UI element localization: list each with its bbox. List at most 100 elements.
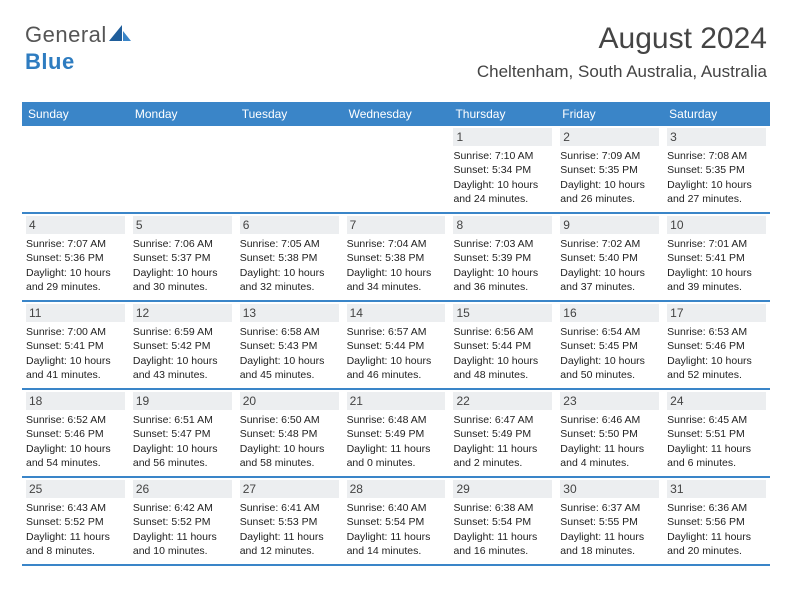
- daylight-line-2: and 46 minutes.: [347, 368, 446, 382]
- day-number: 27: [240, 480, 339, 498]
- month-title: August 2024: [477, 22, 767, 56]
- daylight-line-1: Daylight: 10 hours: [667, 354, 766, 368]
- day-number: 17: [667, 304, 766, 322]
- sunrise-line: Sunrise: 7:01 AM: [667, 237, 766, 251]
- daylight-line-2: and 20 minutes.: [667, 544, 766, 558]
- sunrise-line: Sunrise: 6:46 AM: [560, 413, 659, 427]
- day-cell: 30Sunrise: 6:37 AMSunset: 5:55 PMDayligh…: [556, 478, 663, 564]
- day-number: 14: [347, 304, 446, 322]
- daylight-line-1: Daylight: 10 hours: [133, 442, 232, 456]
- day-cell: 16Sunrise: 6:54 AMSunset: 5:45 PMDayligh…: [556, 302, 663, 388]
- sunset-line: Sunset: 5:35 PM: [667, 163, 766, 177]
- day-cell: 13Sunrise: 6:58 AMSunset: 5:43 PMDayligh…: [236, 302, 343, 388]
- day-number: 28: [347, 480, 446, 498]
- day-number: 15: [453, 304, 552, 322]
- day-cell: 24Sunrise: 6:45 AMSunset: 5:51 PMDayligh…: [663, 390, 770, 476]
- day-number: 13: [240, 304, 339, 322]
- day-number: 1: [453, 128, 552, 146]
- daylight-line-1: Daylight: 10 hours: [560, 266, 659, 280]
- day-cell: 20Sunrise: 6:50 AMSunset: 5:48 PMDayligh…: [236, 390, 343, 476]
- sunrise-line: Sunrise: 7:06 AM: [133, 237, 232, 251]
- daylight-line-1: Daylight: 11 hours: [560, 530, 659, 544]
- sunset-line: Sunset: 5:37 PM: [133, 251, 232, 265]
- daylight-line-2: and 10 minutes.: [133, 544, 232, 558]
- sunset-line: Sunset: 5:49 PM: [347, 427, 446, 441]
- day-number: 23: [560, 392, 659, 410]
- daylight-line-2: and 58 minutes.: [240, 456, 339, 470]
- day-cell: 11Sunrise: 7:00 AMSunset: 5:41 PMDayligh…: [22, 302, 129, 388]
- daylight-line-1: Daylight: 10 hours: [347, 354, 446, 368]
- sunset-line: Sunset: 5:38 PM: [347, 251, 446, 265]
- daylight-line-2: and 24 minutes.: [453, 192, 552, 206]
- day-header: Thursday: [449, 104, 556, 126]
- day-cell-empty: [22, 126, 129, 212]
- day-cell: 23Sunrise: 6:46 AMSunset: 5:50 PMDayligh…: [556, 390, 663, 476]
- sunrise-line: Sunrise: 6:48 AM: [347, 413, 446, 427]
- week-row: 1Sunrise: 7:10 AMSunset: 5:34 PMDaylight…: [22, 126, 770, 214]
- day-number: 5: [133, 216, 232, 234]
- sunrise-line: Sunrise: 7:00 AM: [26, 325, 125, 339]
- day-cell-empty: [343, 126, 450, 212]
- sunrise-line: Sunrise: 7:08 AM: [667, 149, 766, 163]
- day-cell: 1Sunrise: 7:10 AMSunset: 5:34 PMDaylight…: [449, 126, 556, 212]
- daylight-line-2: and 48 minutes.: [453, 368, 552, 382]
- daylight-line-2: and 32 minutes.: [240, 280, 339, 294]
- day-cell: 18Sunrise: 6:52 AMSunset: 5:46 PMDayligh…: [22, 390, 129, 476]
- daylight-line-1: Daylight: 10 hours: [453, 354, 552, 368]
- day-number: 16: [560, 304, 659, 322]
- daylight-line-1: Daylight: 11 hours: [453, 442, 552, 456]
- daylight-line-2: and 27 minutes.: [667, 192, 766, 206]
- daylight-line-2: and 8 minutes.: [26, 544, 125, 558]
- day-cell: 22Sunrise: 6:47 AMSunset: 5:49 PMDayligh…: [449, 390, 556, 476]
- day-number: 9: [560, 216, 659, 234]
- daylight-line-1: Daylight: 10 hours: [133, 354, 232, 368]
- week-row: 25Sunrise: 6:43 AMSunset: 5:52 PMDayligh…: [22, 478, 770, 566]
- sunrise-line: Sunrise: 6:58 AM: [240, 325, 339, 339]
- day-cell: 17Sunrise: 6:53 AMSunset: 5:46 PMDayligh…: [663, 302, 770, 388]
- daylight-line-1: Daylight: 10 hours: [240, 266, 339, 280]
- sunset-line: Sunset: 5:39 PM: [453, 251, 552, 265]
- day-header: Friday: [556, 104, 663, 126]
- header-right: August 2024 Cheltenham, South Australia,…: [477, 22, 767, 82]
- day-number: 29: [453, 480, 552, 498]
- sunrise-line: Sunrise: 7:02 AM: [560, 237, 659, 251]
- sunrise-line: Sunrise: 6:45 AM: [667, 413, 766, 427]
- sunrise-line: Sunrise: 6:57 AM: [347, 325, 446, 339]
- sunrise-line: Sunrise: 6:54 AM: [560, 325, 659, 339]
- day-header: Monday: [129, 104, 236, 126]
- daylight-line-2: and 12 minutes.: [240, 544, 339, 558]
- daylight-line-2: and 43 minutes.: [133, 368, 232, 382]
- day-cell: 29Sunrise: 6:38 AMSunset: 5:54 PMDayligh…: [449, 478, 556, 564]
- daylight-line-2: and 52 minutes.: [667, 368, 766, 382]
- sunrise-line: Sunrise: 6:52 AM: [26, 413, 125, 427]
- sunrise-line: Sunrise: 6:51 AM: [133, 413, 232, 427]
- day-cell: 6Sunrise: 7:05 AMSunset: 5:38 PMDaylight…: [236, 214, 343, 300]
- day-number: 30: [560, 480, 659, 498]
- sunset-line: Sunset: 5:47 PM: [133, 427, 232, 441]
- daylight-line-1: Daylight: 11 hours: [667, 442, 766, 456]
- sunrise-line: Sunrise: 6:56 AM: [453, 325, 552, 339]
- day-cell: 10Sunrise: 7:01 AMSunset: 5:41 PMDayligh…: [663, 214, 770, 300]
- daylight-line-1: Daylight: 11 hours: [26, 530, 125, 544]
- sunrise-line: Sunrise: 6:37 AM: [560, 501, 659, 515]
- sunrise-line: Sunrise: 6:38 AM: [453, 501, 552, 515]
- daylight-line-1: Daylight: 10 hours: [26, 266, 125, 280]
- daylight-line-1: Daylight: 11 hours: [347, 530, 446, 544]
- day-cell-empty: [129, 126, 236, 212]
- daylight-line-1: Daylight: 11 hours: [240, 530, 339, 544]
- sunset-line: Sunset: 5:42 PM: [133, 339, 232, 353]
- day-cell: 5Sunrise: 7:06 AMSunset: 5:37 PMDaylight…: [129, 214, 236, 300]
- sunset-line: Sunset: 5:38 PM: [240, 251, 339, 265]
- brand-part1: General: [25, 22, 107, 47]
- day-number: 6: [240, 216, 339, 234]
- day-cell: 2Sunrise: 7:09 AMSunset: 5:35 PMDaylight…: [556, 126, 663, 212]
- day-header: Sunday: [22, 104, 129, 126]
- sunrise-line: Sunrise: 7:04 AM: [347, 237, 446, 251]
- daylight-line-2: and 56 minutes.: [133, 456, 232, 470]
- brand-sail-icon: [109, 23, 131, 49]
- sunrise-line: Sunrise: 6:53 AM: [667, 325, 766, 339]
- daylight-line-1: Daylight: 10 hours: [26, 354, 125, 368]
- day-cell: 25Sunrise: 6:43 AMSunset: 5:52 PMDayligh…: [22, 478, 129, 564]
- day-number: 18: [26, 392, 125, 410]
- sunrise-line: Sunrise: 6:43 AM: [26, 501, 125, 515]
